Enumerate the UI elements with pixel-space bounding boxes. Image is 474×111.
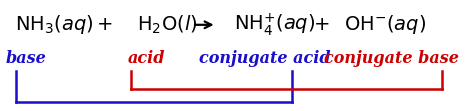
Text: acid: acid	[128, 50, 166, 67]
Text: conjugate base: conjugate base	[324, 50, 459, 67]
Text: $+$: $+$	[313, 15, 329, 34]
Text: $\mathrm{OH^{-}}(\mathit{aq})$: $\mathrm{OH^{-}}(\mathit{aq})$	[344, 13, 426, 36]
Text: $\mathrm{NH_4^{+}}(\mathit{aq})$: $\mathrm{NH_4^{+}}(\mathit{aq})$	[234, 11, 315, 38]
Text: base: base	[6, 50, 46, 67]
Text: $+$: $+$	[96, 15, 113, 34]
Text: $\mathrm{NH_3}(\mathit{aq})$: $\mathrm{NH_3}(\mathit{aq})$	[15, 13, 93, 36]
Text: conjugate acid: conjugate acid	[199, 50, 330, 67]
Text: $\mathrm{H_2O}(\mathit{l})$: $\mathrm{H_2O}(\mathit{l})$	[137, 14, 197, 36]
